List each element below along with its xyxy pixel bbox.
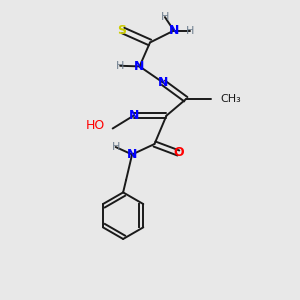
Text: S: S (117, 24, 126, 37)
Text: H: H (186, 26, 194, 36)
Text: N: N (128, 109, 139, 122)
Text: N: N (127, 148, 137, 161)
Text: H: H (112, 142, 120, 152)
Text: N: N (158, 76, 169, 89)
Text: HO: HO (86, 119, 105, 132)
Text: H: H (161, 12, 169, 22)
Text: O: O (173, 146, 184, 160)
Text: N: N (134, 60, 145, 73)
Text: H: H (116, 61, 124, 71)
Text: N: N (169, 24, 179, 37)
Text: CH₃: CH₃ (220, 94, 241, 104)
